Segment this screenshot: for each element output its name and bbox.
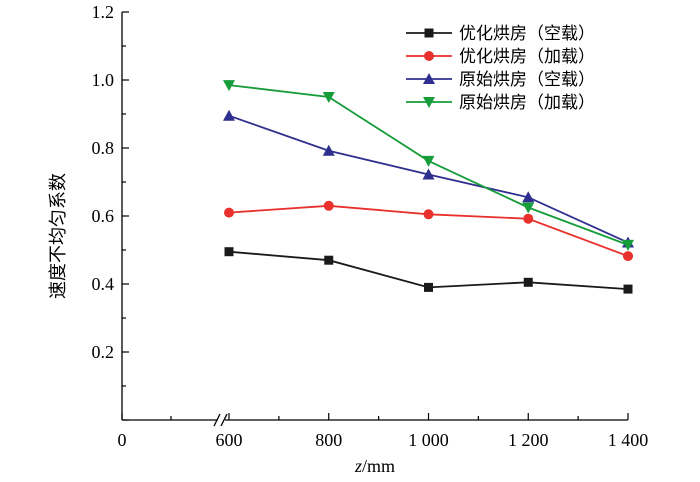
x-axis-variable: z [354,456,362,476]
legend-label: 优化烘房（加载） [459,47,595,67]
data-point-square [224,247,234,257]
x-tick-label: 1 000 [408,430,449,450]
legend-label: 原始烘房（空载） [459,70,595,90]
data-point-square [424,282,433,292]
legend-item-3: 原始烘房（加载） [406,93,595,113]
data-point-triangle-up [423,73,435,84]
y-tick-label: 1.0 [92,70,115,90]
axis-break-mark [220,413,228,427]
data-point-circle [523,213,534,224]
x-tick-label: 800 [315,430,342,450]
data-point-triangle-down [423,97,435,108]
data-point-circle [224,207,234,218]
data-point-triangle-up [223,109,235,121]
x-tick-label: 600 [216,430,243,450]
legend: 优化烘房（空载） 优化烘房（加载） 原始烘房（空载） 原始烘房（加载） [406,24,595,113]
series-2 [223,109,634,248]
legend-item-0: 优化烘房（空载） [406,24,595,44]
x-tick-label: 0 [118,430,127,450]
data-point-square [424,28,434,38]
data-point-circle [323,200,334,211]
y-tick-label: 1.2 [92,2,115,22]
data-point-triangle-up [522,191,535,203]
data-point-triangle-down [422,155,435,167]
data-point-circle [423,209,434,220]
axis-break-mark [213,413,221,427]
data-point-triangle-down [522,202,535,214]
legend-item-1: 优化烘房（加载） [406,47,595,67]
series-group [223,80,634,294]
y-tick-label: 0.4 [92,274,115,294]
data-point-square [523,277,533,287]
y-axis-label: 速度不均匀系数 [48,173,69,299]
legend-label: 原始烘房（加载） [459,93,595,113]
data-point-square [324,255,334,265]
x-axis-label: z/mm [354,456,395,476]
axes: 0.2 0.4 0.6 0.8 1.0 1.2 0 600 800 1 000 1 200 1 400 [92,2,649,450]
x-tick-label: 1 400 [608,430,649,450]
x-axis-unit: /mm [362,456,395,476]
y-tick-label: 0.2 [92,342,115,362]
legend-label: 优化烘房（空载） [459,24,595,44]
data-point-triangle-down [223,80,235,92]
legend-item-2: 原始烘房（空载） [406,70,595,90]
data-point-circle [623,251,633,262]
data-point-circle [424,51,434,61]
y-tick-label: 0.8 [92,138,115,158]
data-point-triangle-up [322,144,335,156]
series-1 [224,200,633,262]
series-0 [224,247,633,294]
series-3 [223,80,634,251]
data-point-triangle-down [322,92,335,103]
y-tick-label: 0.6 [92,206,115,226]
data-point-triangle-up [422,168,435,180]
data-point-triangle-down [622,239,634,251]
x-tick-label: 1 200 [508,430,549,450]
data-point-square [623,284,633,294]
